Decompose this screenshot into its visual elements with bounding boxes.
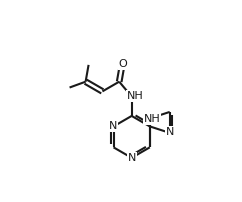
Text: N: N [166,127,174,137]
Text: O: O [119,59,128,69]
Text: NH: NH [126,91,143,101]
Text: N: N [109,121,117,131]
Text: NH: NH [144,114,160,124]
Text: N: N [128,153,136,163]
